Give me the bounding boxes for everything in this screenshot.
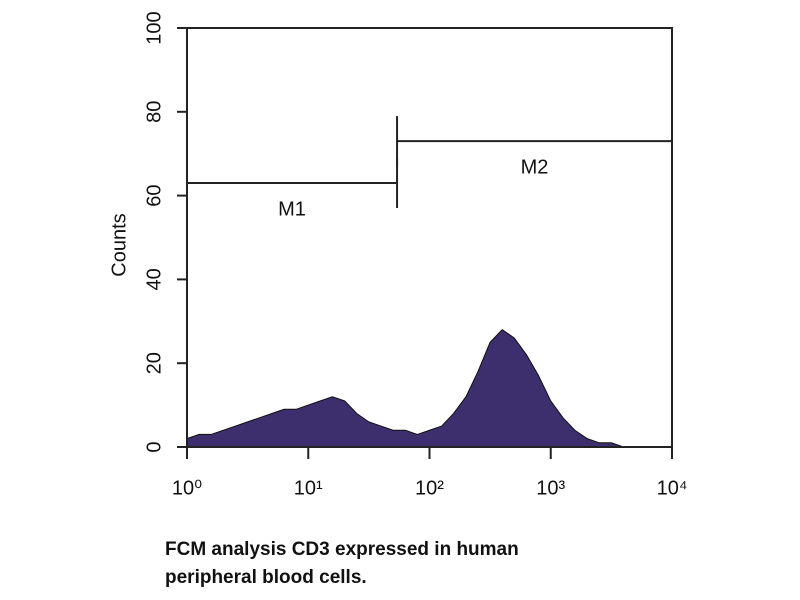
x-tick-label: 10³ bbox=[536, 477, 565, 499]
histogram-area bbox=[186, 329, 672, 448]
x-tick-label: 10⁴ bbox=[657, 477, 688, 499]
caption-line: FCM analysis CD3 expressed in human bbox=[165, 539, 519, 560]
y-tick-label: 0 bbox=[143, 441, 165, 452]
caption-line: peripheral blood cells. bbox=[165, 567, 367, 588]
x-tick-label: 10⁰ bbox=[172, 477, 202, 499]
marker-label: M1 bbox=[278, 198, 306, 220]
x-tick-label: 10² bbox=[415, 477, 444, 499]
y-tick-label: 40 bbox=[143, 268, 165, 290]
y-tick-label: 60 bbox=[143, 184, 165, 206]
y-tick-label: 80 bbox=[143, 101, 165, 123]
x-tick-label: 10¹ bbox=[294, 477, 323, 499]
y-tick-label: 100 bbox=[143, 11, 165, 44]
y-axis-label: Counts bbox=[108, 213, 130, 276]
y-tick-label: 20 bbox=[143, 352, 165, 374]
marker-label: M2 bbox=[521, 156, 549, 178]
